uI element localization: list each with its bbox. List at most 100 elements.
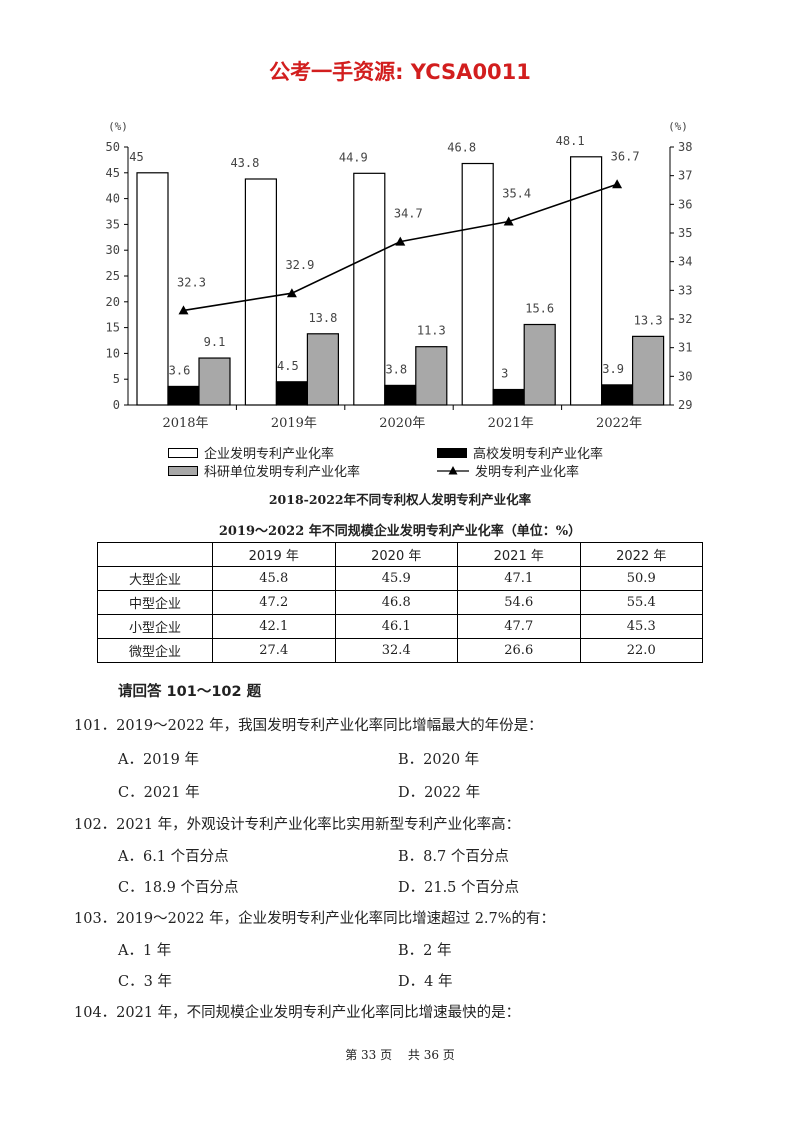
table-header-cell: 2020 年 [334, 542, 458, 567]
x-axis-tick-label: 2022年 [596, 416, 642, 431]
x-axis-tick-label: 2019年 [271, 416, 317, 431]
table-row: 小型企业 42.1 46.1 47.7 45.3 [97, 614, 703, 639]
table-cell: 46.1 [334, 614, 458, 639]
right-axis-tick-label: 31 [678, 341, 692, 355]
bar-university [167, 385, 200, 406]
bar-data-label: 3.8 [385, 362, 407, 376]
bar-research [306, 333, 339, 406]
table-row: 中型企业 47.2 46.8 54.6 55.4 [97, 590, 703, 615]
right-axis-tick-label: 35 [678, 226, 692, 240]
legend-item-research: 科研单位发明专利产业化率 [168, 461, 360, 480]
table-header-cell [97, 542, 213, 567]
legend-label: 高校发明专利产业化率 [473, 447, 604, 462]
table-cell: 55.4 [579, 590, 703, 615]
bar-data-label: 3.9 [602, 362, 624, 376]
right-axis-tick-label: 29 [678, 398, 692, 412]
left-axis-tick-label: 5 [113, 372, 120, 386]
bar-data-label: 3.6 [169, 363, 191, 377]
right-axis-tick-label: 36 [678, 197, 692, 211]
x-axis-tick-label: 2018年 [162, 416, 208, 431]
bar-data-label: 9.1 [204, 335, 226, 349]
line-data-label: 32.3 [177, 275, 206, 289]
row-label: 小型企业 [97, 614, 213, 639]
bar-research [198, 357, 231, 406]
line-point-triangle [178, 305, 189, 315]
line-data-label: 34.7 [394, 207, 423, 221]
bar-data-label: 4.5 [277, 359, 299, 373]
table-title: 2019～2022 年不同规模企业发明专利产业化率（单位：%） [218, 524, 582, 539]
table-cell: 47.7 [457, 614, 581, 639]
table-header-cell: 2021 年 [457, 542, 581, 567]
legend-item-overall: 发明专利产业化率 [437, 461, 579, 480]
table-cell: 47.2 [212, 590, 336, 615]
legend-item-enterprise: 企业发明专利产业化率 [168, 443, 334, 462]
table-cell: 50.9 [579, 566, 703, 591]
bar-university [384, 384, 417, 406]
left-axis-tick-label: 45 [106, 166, 120, 180]
table-cell: 54.6 [457, 590, 581, 615]
table-cell: 47.1 [457, 566, 581, 591]
bar-data-label: 45 [129, 150, 143, 164]
question-option: D．4 年 [398, 974, 453, 990]
bar-university [492, 388, 525, 406]
legend-label: 科研单位发明专利产业化率 [204, 465, 361, 480]
question-option: C．3 年 [118, 974, 172, 990]
legend-swatch-white [168, 447, 198, 458]
bar-enterprise [569, 156, 603, 406]
bar-enterprise [244, 178, 277, 406]
table-header-cell: 2022 年 [579, 542, 703, 567]
bar-data-label: 11.3 [417, 324, 446, 338]
legend-swatch-gray [168, 465, 198, 476]
left-axis-tick-label: 20 [106, 295, 120, 309]
left-axis-unit: (%) [108, 120, 128, 133]
question-stem: 103．2019～2022 年，企业发明专利产业化率同比增速超过 2.7%的有： [74, 911, 556, 927]
bar-data-label: 15.6 [525, 302, 554, 316]
left-axis-tick-label: 25 [106, 269, 120, 283]
bar-enterprise [353, 172, 386, 406]
table-cell: 42.1 [212, 614, 336, 639]
x-axis-tick-label: 2020年 [379, 416, 425, 431]
table-header-cell: 2019 年 [212, 542, 336, 567]
bar-data-label: 46.8 [447, 141, 476, 155]
left-axis-tick-label: 0 [113, 398, 120, 412]
bar-university [275, 381, 308, 406]
bar-research [631, 335, 665, 406]
bar-enterprise [461, 162, 494, 406]
bar-data-label: 13.8 [308, 311, 337, 325]
data-table: 2019 年 2020 年 2021 年 2022 年 大型企业 45.8 45… [97, 542, 703, 663]
row-label: 中型企业 [97, 590, 213, 615]
table-cell: 45.3 [579, 614, 703, 639]
line-point-triangle [612, 179, 623, 189]
bar-data-label: 44.9 [339, 150, 368, 164]
bar-data-label: 48.1 [556, 134, 585, 148]
right-axis-tick-label: 34 [678, 255, 692, 269]
bar-data-label: 43.8 [230, 156, 259, 170]
right-axis-tick-label: 37 [678, 169, 692, 183]
question-option: D．21.5 个百分点 [398, 880, 520, 896]
bar-data-label: 3 [501, 367, 508, 381]
question-option: B．2020 年 [398, 752, 480, 768]
legend-label: 发明专利产业化率 [475, 465, 580, 480]
right-axis-tick-label: 33 [678, 283, 692, 297]
combo-chart: 0 5 10 15 20 25 30 35 40 45 50 (%) 29 30 31 32 33 34 35 36 3… [106, 120, 693, 431]
question-option: C．18.9 个百分点 [118, 880, 239, 896]
right-axis-tick-label: 32 [678, 312, 692, 326]
question-option: A．6.1 个百分点 [118, 849, 229, 865]
line-data-label: 32.9 [285, 258, 314, 272]
bar-enterprise [136, 172, 169, 406]
line-point-triangle [286, 288, 297, 298]
left-axis-tick-label: 15 [106, 321, 120, 335]
question-option: B．2 年 [398, 943, 452, 959]
bar-data-label: 13.3 [634, 313, 663, 327]
table-row: 微型企业 27.4 32.4 26.6 22.0 [97, 638, 703, 663]
legend-line-triangle-icon [437, 465, 469, 474]
left-axis-tick-label: 50 [106, 140, 120, 154]
question-option: B．8.7 个百分点 [398, 849, 509, 865]
question-option: A．2019 年 [118, 752, 199, 768]
table-row: 大型企业 45.8 45.9 47.1 50.9 [97, 566, 703, 591]
legend-label: 企业发明专利产业化率 [204, 447, 335, 462]
table-cell: 32.4 [334, 638, 458, 663]
left-axis-tick-label: 40 [106, 192, 120, 206]
question-option: C．2021 年 [118, 785, 200, 801]
line-data-label: 36.7 [611, 149, 640, 163]
